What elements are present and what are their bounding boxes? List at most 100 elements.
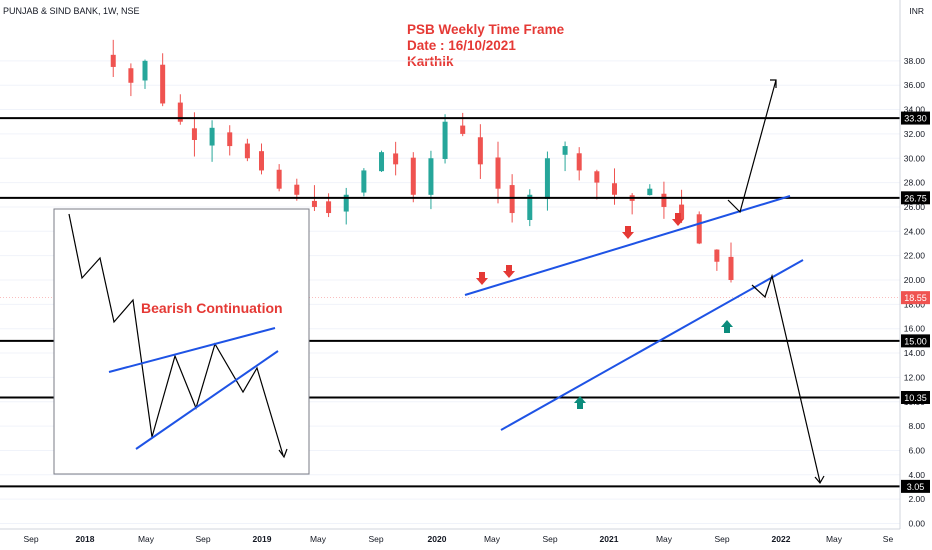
x-tick-label: Se — [883, 534, 894, 544]
y-tick-label: 38.00 — [904, 56, 926, 66]
inset-label: Bearish Continuation — [141, 300, 283, 316]
candle-body — [326, 201, 332, 214]
candle-body — [393, 153, 399, 165]
level-price-tag-bg — [901, 479, 930, 493]
candle-body — [227, 132, 233, 147]
candle-body — [509, 185, 515, 214]
y-tick-label: 20.00 — [904, 275, 926, 285]
y-tick-label: 0.00 — [908, 519, 925, 529]
y-tick-label: 28.00 — [904, 178, 926, 188]
candle-body — [679, 204, 685, 220]
x-tick-label: 2021 — [600, 534, 619, 544]
inset-upper-trendline — [108, 327, 276, 373]
candle-body — [714, 249, 720, 262]
candle-body — [379, 152, 385, 172]
y-tick-label: 12.00 — [904, 372, 926, 382]
down-arrow-icon — [622, 226, 634, 239]
y-tick-label: 34.00 — [904, 105, 926, 115]
bullish-projection-arrowhead — [770, 79, 777, 88]
candle-body — [110, 54, 116, 67]
down-arrow-icon — [476, 272, 488, 285]
y-tick-label: 6.00 — [908, 445, 925, 455]
candle-body — [191, 128, 197, 140]
level-price-tag: 33.30 — [904, 114, 927, 124]
candle-body — [209, 127, 215, 146]
current-price-tag-bg — [901, 291, 930, 305]
y-tick-label: 24.00 — [904, 226, 926, 236]
candle-body — [562, 146, 568, 155]
annotation-author: Karthik — [407, 54, 454, 69]
annotation-title: PSB Weekly Time Frame — [407, 22, 565, 37]
candle-body — [612, 183, 617, 195]
up-arrow-icon — [721, 320, 733, 333]
y-tick-label: 26.00 — [904, 202, 926, 212]
level-price-tag: 15.00 — [904, 336, 927, 346]
candle-body — [259, 151, 264, 171]
x-tick-label: May — [310, 534, 327, 544]
y-tick-label: 16.00 — [904, 324, 926, 334]
down-arrow-icon — [672, 213, 684, 226]
candle-body — [477, 137, 483, 165]
candle-body — [244, 143, 250, 159]
y-tick-label: 18.00 — [904, 299, 926, 309]
x-tick-label: Sep — [542, 534, 557, 544]
candle-body — [361, 170, 367, 193]
lower-trendline — [500, 259, 804, 431]
x-tick-label: May — [484, 534, 501, 544]
level-price-tag: 10.35 — [904, 393, 927, 403]
x-tick-label: Sep — [195, 534, 210, 544]
candle-body — [343, 194, 349, 212]
candle-body — [128, 68, 134, 83]
candle-body — [696, 214, 702, 244]
currency-label: INR — [909, 6, 924, 16]
candle-body — [647, 188, 653, 196]
annotation-date: Date : 16/10/2021 — [407, 38, 516, 53]
candle-body — [276, 169, 282, 189]
candle-body — [160, 64, 166, 104]
level-price-tag: 3.05 — [907, 482, 925, 492]
y-tick-label: 22.00 — [904, 251, 926, 261]
level-price-tag-bg — [901, 390, 930, 404]
candle-body — [428, 158, 434, 195]
y-tick-label: 4.00 — [908, 470, 925, 480]
candle-body — [142, 60, 148, 81]
inset-arrowhead — [278, 448, 288, 459]
candle-body — [544, 158, 550, 199]
inset-price-path — [68, 213, 284, 456]
y-tick-label: 14.00 — [904, 348, 926, 358]
x-tick-label: Sep — [23, 534, 38, 544]
candle-body — [442, 121, 448, 159]
down-arrow-icon — [503, 265, 515, 278]
level-price-tag-bg — [901, 111, 930, 125]
level-price-tag-bg — [901, 334, 930, 348]
x-tick-label: Sep — [368, 534, 383, 544]
y-tick-label: 8.00 — [908, 421, 925, 431]
level-price-tag-bg — [901, 191, 930, 205]
bearish-projection-path — [751, 273, 821, 483]
x-tick-label: May — [826, 534, 843, 544]
x-tick-label: 2020 — [428, 534, 447, 544]
candle-body — [294, 184, 300, 195]
candle-body — [576, 153, 582, 171]
candle-body — [410, 157, 416, 195]
candle-body — [661, 193, 667, 207]
candle-body — [311, 200, 317, 207]
up-arrow-icon — [574, 396, 586, 409]
bullish-projection-path — [727, 79, 777, 214]
x-tick-label: May — [656, 534, 673, 544]
inset-lower-trendline — [135, 350, 279, 450]
symbol-title: PUNJAB & SIND BANK, 1W, NSE — [3, 6, 140, 16]
x-tick-label: May — [138, 534, 155, 544]
current-price-tag: 18.55 — [904, 293, 927, 303]
candle-body — [728, 256, 734, 280]
x-tick-label: Sep — [714, 534, 729, 544]
y-tick-label: 2.00 — [908, 494, 925, 504]
x-tick-label: 2018 — [76, 534, 95, 544]
x-tick-label: 2019 — [253, 534, 272, 544]
candle-body — [495, 157, 501, 189]
inset-box — [53, 208, 310, 475]
candle-body — [460, 125, 466, 134]
candle-body — [177, 102, 183, 122]
y-tick-label: 30.00 — [904, 153, 926, 163]
